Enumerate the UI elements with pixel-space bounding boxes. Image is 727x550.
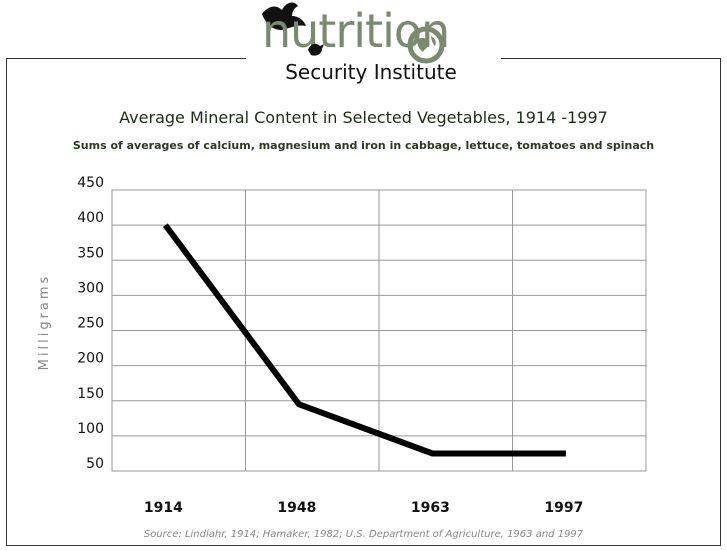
bird-icon <box>262 2 306 31</box>
small-bird-icon <box>308 43 324 56</box>
y-tick-label: 400 <box>77 210 104 226</box>
series-line <box>162 223 566 457</box>
y-tick-label: 350 <box>77 245 104 261</box>
y-tick-label: 250 <box>77 316 104 332</box>
chart-subtitle: Sums of averages of calcium, magnesium a… <box>72 139 655 152</box>
chart-source: Source: Lindlahr, 1914; Hamaker, 1982; U… <box>143 529 584 540</box>
y-tick-label: 200 <box>77 351 104 367</box>
x-tick-label: 1914 <box>144 500 183 516</box>
chart-title: Average Mineral Content in Selected Vege… <box>119 108 608 127</box>
y-axis-ticks: 50 100 150 200 250 300 350 400 450 <box>77 175 104 472</box>
x-tick-label: 1997 <box>544 500 583 516</box>
y-axis-label: Milligrams <box>37 274 52 371</box>
y-tick-label: 150 <box>77 386 104 402</box>
y-tick-label: 50 <box>86 456 104 472</box>
y-tick-label: 450 <box>77 175 104 191</box>
y-tick-label: 300 <box>77 280 104 296</box>
globe-icon <box>407 26 445 64</box>
x-tick-label: 1948 <box>277 500 316 516</box>
chart-series <box>162 223 567 457</box>
logo-subtitle: Security Institute <box>285 60 457 84</box>
x-axis-ticks: 1914 1948 1963 1997 <box>144 500 583 516</box>
y-tick-label: 100 <box>77 421 104 437</box>
chart-grid <box>111 189 647 472</box>
x-tick-label: 1963 <box>411 500 450 516</box>
